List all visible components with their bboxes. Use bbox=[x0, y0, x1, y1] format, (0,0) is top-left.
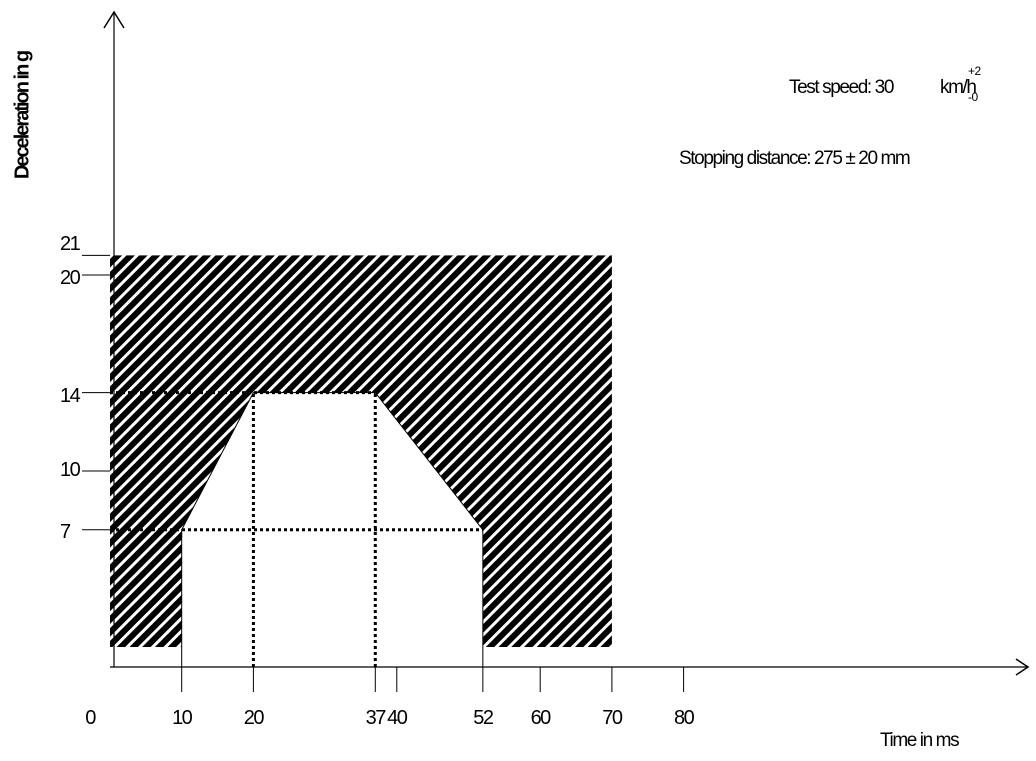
x-tick-label-40: 40 bbox=[387, 707, 408, 729]
stopping-distance-label: Stopping distance: 275 ± 20 mm bbox=[679, 148, 911, 169]
x-axis-label: Time in ms bbox=[880, 730, 960, 751]
x-tick-label-52: 52 bbox=[473, 707, 494, 729]
x-axis-arrow bbox=[1015, 658, 1030, 676]
x-tick-label-60: 60 bbox=[531, 707, 552, 729]
y-axis-arrow bbox=[103, 10, 125, 29]
x-tick-label-70: 70 bbox=[602, 707, 623, 729]
x-tick-label-37: 37 bbox=[366, 707, 387, 729]
test-speed-tolerance-upper: +2 bbox=[968, 64, 981, 78]
y-tick-label-20: 20 bbox=[60, 267, 81, 289]
x-tick-label-20: 20 bbox=[244, 707, 265, 729]
y-tick-label-21: 21 bbox=[60, 233, 81, 255]
x-tick-label-0: 0 bbox=[85, 707, 96, 729]
y-axis-label: Deceleration in g bbox=[11, 51, 34, 180]
test-speed-unit: km/h bbox=[940, 77, 977, 98]
y-tick-label-7: 7 bbox=[60, 521, 71, 543]
test-speed-label: Test speed: 30 bbox=[789, 77, 894, 98]
x-tick-label-80: 80 bbox=[674, 707, 695, 729]
y-tick-label-14: 14 bbox=[60, 385, 81, 407]
test-speed-tolerance-lower: -0 bbox=[968, 90, 978, 104]
y-tick-label-10: 10 bbox=[60, 459, 81, 481]
x-tick-label-10: 10 bbox=[172, 707, 193, 729]
